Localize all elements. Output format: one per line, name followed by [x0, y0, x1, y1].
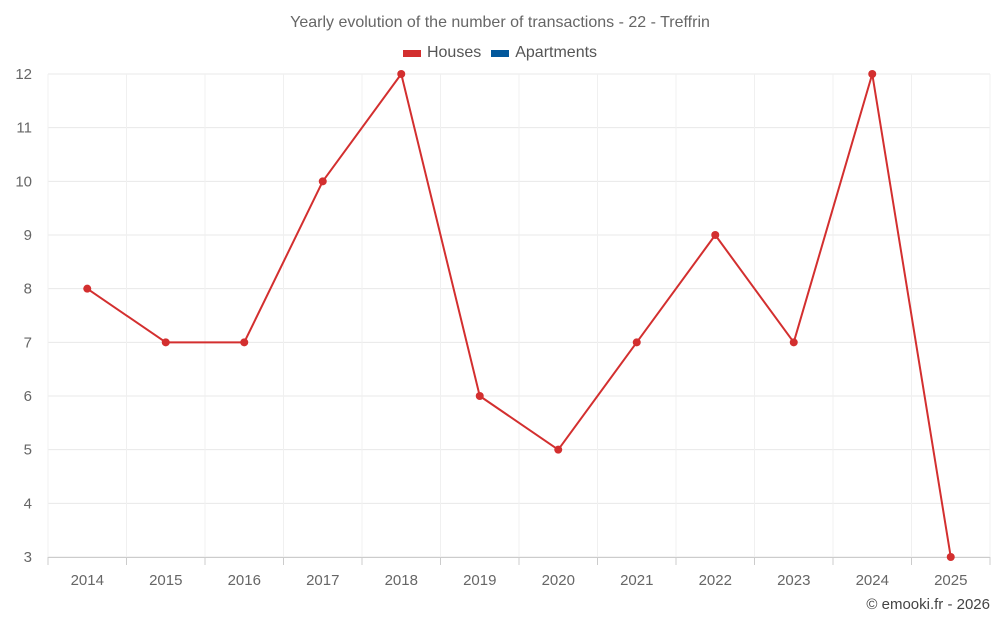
- y-tick-label: 9: [24, 227, 32, 244]
- x-tick-label: 2017: [306, 572, 339, 589]
- x-tick-label: 2023: [777, 572, 810, 589]
- y-tick-label: 6: [24, 388, 32, 405]
- data-point: [475, 392, 484, 400]
- chart-title: Yearly evolution of the number of transa…: [290, 14, 710, 31]
- x-tick-label: 2019: [463, 572, 496, 589]
- data-point: [161, 338, 170, 347]
- data-point: [789, 338, 798, 347]
- y-tick-label: 11: [16, 120, 32, 137]
- x-tick-label: 2022: [699, 572, 732, 589]
- chart-legend: Houses Apartments: [0, 44, 1000, 62]
- series-line-houses: [86, 73, 952, 558]
- legend-label-apartments: Apartments: [515, 44, 598, 61]
- data-point: [240, 338, 249, 347]
- data-point: [946, 553, 955, 561]
- legend-label-houses: Houses: [426, 44, 482, 61]
- data-point: [83, 284, 92, 293]
- data-point: [632, 338, 641, 347]
- x-tick-label: 2016: [228, 572, 261, 589]
- data-point: [711, 231, 720, 239]
- y-tick-label: 4: [24, 495, 32, 512]
- data-point: [554, 445, 563, 454]
- data-point: [868, 70, 877, 78]
- x-tick-label: 2025: [934, 572, 967, 589]
- x-tick-label: 2015: [149, 572, 182, 589]
- x-tick-label: 2014: [71, 572, 104, 589]
- legend-item-apartments[interactable]: Apartments: [491, 44, 597, 62]
- y-tick-label: 12: [15, 66, 32, 83]
- x-tick-label: 2020: [542, 572, 575, 589]
- legend-swatch-houses: [402, 49, 421, 57]
- x-tick-label: 2018: [385, 572, 418, 589]
- legend-swatch-apartments: [491, 49, 510, 57]
- legend-item-houses[interactable]: Houses: [402, 44, 482, 62]
- x-tick-label: 2021: [620, 572, 653, 589]
- y-tick-label: 7: [24, 334, 32, 351]
- y-tick-label: 8: [24, 281, 32, 298]
- data-point: [397, 70, 406, 78]
- y-tick-label: 3: [24, 549, 32, 566]
- copyright-credit: © emooki.fr - 2026: [866, 596, 990, 613]
- x-tick-label: 2024: [856, 572, 889, 589]
- y-tick-label: 10: [15, 173, 32, 190]
- y-tick-label: 5: [24, 442, 32, 459]
- data-point: [318, 177, 327, 186]
